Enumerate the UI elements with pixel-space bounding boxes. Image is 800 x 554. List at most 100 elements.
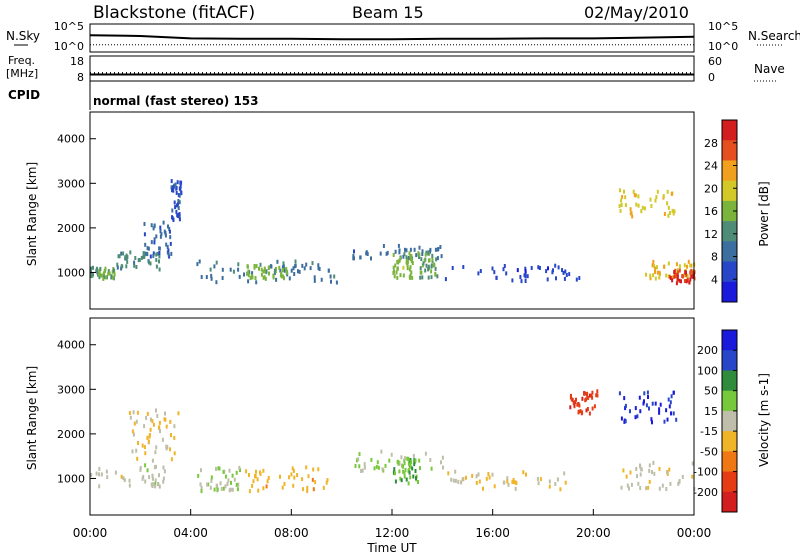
velocity-cell-249 [417, 480, 419, 484]
velocity-cell-33 [148, 475, 151, 480]
velocity-cell-3 [100, 472, 103, 477]
velocity-cell-100 [226, 482, 229, 486]
velocity-cell-281 [503, 480, 506, 485]
velocity-cell-407 [628, 486, 630, 491]
power-cell-84 [152, 251, 155, 256]
power-cell-433 [631, 214, 634, 219]
velocity-cell-71 [149, 427, 152, 432]
power-colorbar-label-0: 28 [704, 137, 718, 150]
velocity-colorbar-label-3: 15 [704, 405, 718, 418]
x-axis-label: Time UT [366, 541, 417, 554]
velocity-cell-117 [222, 469, 225, 474]
velocity-cell-228 [413, 458, 416, 463]
velocity-cell-269 [525, 472, 527, 477]
power-cell-514 [676, 277, 679, 282]
velocity-cell-144 [281, 485, 284, 490]
xtick-label-1: 04:00 [173, 526, 208, 540]
velocity-cell-85 [146, 411, 149, 416]
power-cell-421 [561, 268, 563, 273]
power-cell-208 [288, 276, 291, 281]
power-cell-83 [149, 254, 152, 259]
velocity-cell-267 [559, 487, 562, 492]
power-cell-532 [678, 278, 681, 283]
power-cell-279 [409, 247, 412, 252]
velocity-cell-193 [384, 463, 387, 468]
velocity-cell-171 [283, 481, 286, 486]
power-cell-62 [149, 261, 152, 266]
velocity-cell-23 [154, 481, 157, 486]
power-cell-303 [396, 275, 399, 280]
power-cell-319 [395, 270, 398, 275]
power-colorbar-label-3: 16 [704, 205, 718, 218]
power-cell-263 [402, 254, 405, 259]
velocity-cell-362 [667, 397, 670, 402]
velocity-cell-351 [658, 410, 661, 415]
velocity-cell-256 [487, 472, 490, 476]
power-cell-176 [210, 276, 213, 281]
power-cell-493 [675, 262, 678, 267]
power-cell-136 [178, 212, 181, 217]
power-cell-422 [491, 266, 494, 271]
velocity-cell-138 [262, 468, 265, 473]
power-cell-158 [172, 218, 175, 222]
power-cell-28 [92, 272, 94, 277]
power-cell-437 [673, 209, 676, 214]
power-cell-370 [434, 272, 437, 277]
power-colorbar-label: Power [dB] [757, 181, 771, 246]
velocity-cell-365 [670, 394, 673, 399]
velocity-cell-410 [691, 461, 694, 466]
velocity-cell-89 [169, 433, 172, 437]
velocity-cell-169 [265, 484, 268, 489]
velocity-cell-191 [370, 457, 373, 462]
velocity-cell-45 [149, 417, 152, 422]
velocity-cell-87 [135, 419, 138, 424]
velocity-cell-246 [402, 469, 405, 474]
power-cell-91 [167, 224, 169, 229]
velocity-cell-34 [151, 484, 154, 488]
power-cell-244 [255, 264, 258, 269]
power-cell-296 [437, 247, 440, 251]
velocity-cell-375 [634, 406, 637, 411]
power-cell-61 [138, 258, 141, 262]
power-cell-420 [563, 276, 566, 281]
velocity-cell-331 [575, 397, 577, 402]
power-cell-197 [255, 280, 258, 285]
power-cell-356 [423, 258, 426, 263]
velocity-cell-213 [380, 449, 383, 454]
power-cell-74 [126, 259, 129, 264]
velocity-cell-17 [162, 479, 165, 484]
velocity-cell-380 [658, 466, 661, 471]
velocity-cell-9 [163, 469, 166, 474]
velocity-cell-162 [322, 485, 325, 490]
power-cell-71 [120, 266, 123, 271]
power-cell-153 [180, 191, 183, 196]
velocity-cell-199 [360, 469, 363, 473]
power-cell-318 [408, 267, 411, 272]
power-cell-99 [153, 223, 156, 228]
power-cell-185 [269, 264, 272, 269]
velocity-cell-75 [143, 424, 146, 429]
velocity-cell-344 [643, 391, 646, 396]
power-cell-92 [153, 237, 156, 242]
velocity-cell-353 [670, 411, 672, 416]
velocity-cell-206 [424, 451, 427, 456]
power-cell-428 [656, 189, 659, 194]
power-cell-313 [402, 265, 405, 270]
power-cell-389 [503, 264, 506, 268]
velocity-y-axis-label: Slant Range [km] [25, 366, 39, 470]
velocity-cell-276 [471, 473, 474, 478]
velocity-cell-326 [595, 393, 598, 398]
power-cell-97 [143, 222, 146, 226]
power-cell-291 [385, 251, 388, 256]
power-cell-331 [398, 258, 401, 263]
power-cell-113 [163, 229, 166, 234]
power-cell-258 [278, 265, 281, 270]
power-cell-149 [173, 200, 176, 205]
velocity-cell-368 [646, 390, 649, 395]
power-cell-391 [502, 267, 505, 272]
velocity-cell-285 [536, 476, 539, 481]
xtick-label-3: 12:00 [375, 526, 410, 540]
velocity-cell-161 [306, 485, 309, 490]
power-cell-157 [178, 217, 181, 222]
power-cell-314 [408, 251, 411, 256]
